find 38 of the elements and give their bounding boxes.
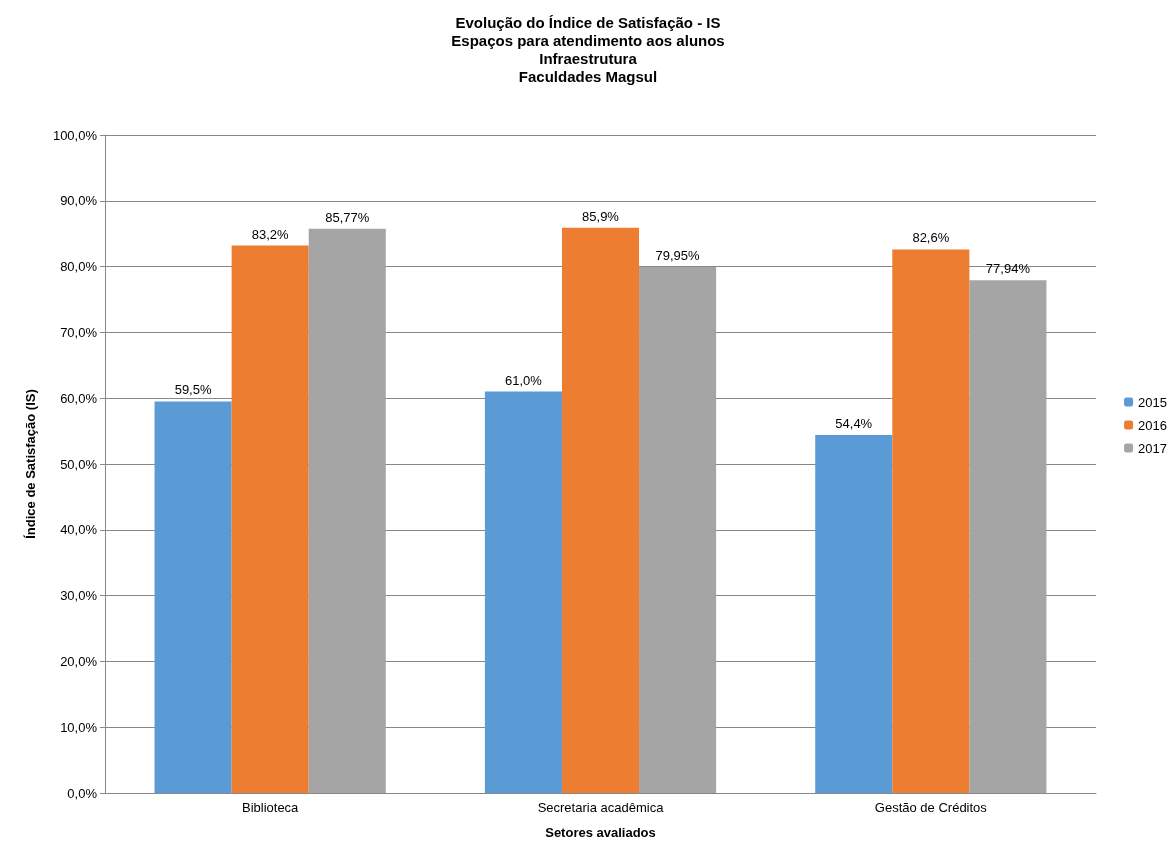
legend-label: 2017 bbox=[1138, 440, 1167, 456]
y-tick-label: 100,0% bbox=[52, 127, 98, 143]
y-axis-title: Índice de Satisfação (IS) bbox=[23, 389, 38, 539]
bar bbox=[815, 435, 893, 793]
y-tick-label: 70,0% bbox=[60, 324, 98, 340]
bar bbox=[154, 401, 232, 793]
data-label: 83,2% bbox=[251, 226, 290, 242]
data-label: 85,77% bbox=[325, 209, 370, 225]
x-tick-label: Secretaria acadêmica bbox=[537, 800, 665, 815]
y-tick-label: 0,0% bbox=[67, 785, 98, 801]
bar bbox=[892, 249, 970, 793]
legend-label: 2016 bbox=[1138, 417, 1167, 433]
y-tick-label: 60,0% bbox=[60, 390, 98, 406]
bar bbox=[231, 245, 309, 793]
data-label: 54,4% bbox=[835, 416, 873, 432]
y-tick-label: 80,0% bbox=[60, 259, 98, 275]
data-label: 82,6% bbox=[912, 230, 950, 246]
x-axis-title: Setores avaliados bbox=[545, 825, 656, 840]
y-tick-label: 20,0% bbox=[60, 653, 98, 669]
data-label: 77,94% bbox=[985, 261, 1031, 277]
y-tick-label: 90,0% bbox=[60, 193, 98, 209]
x-tick-label: Biblioteca bbox=[241, 800, 300, 815]
y-tick-label: 30,0% bbox=[60, 588, 98, 604]
y-tick-label: 50,0% bbox=[60, 456, 98, 472]
legend-label: 2015 bbox=[1138, 394, 1167, 410]
bar bbox=[484, 391, 562, 793]
x-tick-label: Gestão de Créditos bbox=[874, 800, 988, 815]
bar bbox=[308, 228, 386, 793]
data-label: 61,0% bbox=[504, 372, 543, 388]
y-tick-label: 10,0% bbox=[60, 719, 98, 735]
bar bbox=[969, 280, 1047, 793]
chart-title: Evolução do Índice de Satisfação - IS Espaços para atendimento aos alunos Infraestrutura Faculdades Magsul bbox=[451, 13, 725, 85]
bar bbox=[561, 227, 640, 793]
data-label: 79,95% bbox=[655, 247, 701, 263]
data-label: 59,5% bbox=[174, 382, 212, 398]
bar bbox=[639, 266, 717, 793]
data-label: 85,9% bbox=[582, 208, 620, 224]
y-tick-label: 40,0% bbox=[60, 522, 98, 538]
